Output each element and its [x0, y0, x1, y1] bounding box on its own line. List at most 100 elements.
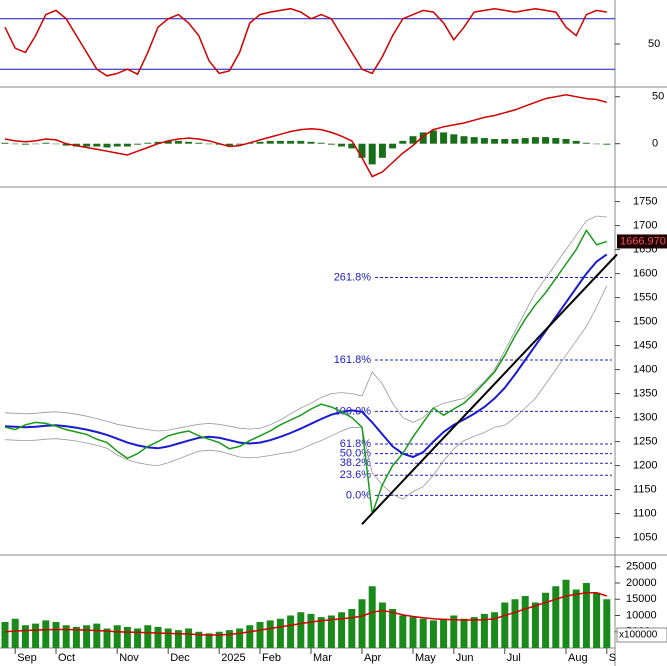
- volume-bar: [511, 599, 519, 648]
- series-line: [4, 228, 608, 514]
- volume-bar: [83, 625, 91, 648]
- x-tick-label: Dec: [170, 652, 190, 664]
- histogram-bar: [470, 137, 478, 144]
- volume-bar: [480, 613, 488, 648]
- volume-bar: [42, 620, 50, 648]
- x-tick-label: Mar: [313, 652, 332, 664]
- fib-label: 23.6%: [340, 469, 371, 481]
- y-tick-label: 1450: [633, 340, 657, 352]
- histogram-bar: [491, 139, 499, 144]
- series-line: [4, 592, 608, 636]
- histogram-bar: [562, 139, 570, 144]
- volume-bar: [409, 617, 417, 648]
- volume-bar: [287, 615, 295, 648]
- fib-label: 0.0%: [346, 489, 371, 501]
- histogram-bar: [93, 143, 101, 147]
- histogram-bar: [123, 143, 131, 147]
- x-tick-label: May: [415, 652, 436, 664]
- histogram-bar: [185, 141, 193, 144]
- volume-bar: [174, 630, 182, 648]
- y-tick-label: 25000: [626, 561, 657, 573]
- volume-bar: [460, 618, 468, 648]
- x-tick-label: Oct: [58, 652, 75, 664]
- histogram-bar: [307, 141, 315, 144]
- histogram-bar: [276, 140, 284, 144]
- histogram-bar: [572, 140, 580, 144]
- volume-bar: [225, 630, 233, 648]
- histogram-bar: [103, 143, 111, 148]
- histogram-bar: [195, 142, 203, 144]
- y-tick-label: 20000: [626, 577, 657, 589]
- histogram-bar: [338, 143, 346, 147]
- histogram-bar: [399, 140, 407, 144]
- histogram-bar: [144, 142, 152, 144]
- volume-bar: [593, 592, 601, 648]
- histogram-bar: [52, 143, 60, 145]
- volume-bar: [11, 618, 19, 648]
- volume-bar: [236, 628, 244, 648]
- volume-bar: [21, 625, 29, 648]
- histogram-bar: [113, 143, 121, 147]
- volume-bar: [154, 626, 162, 648]
- unit-label: x100000: [619, 630, 658, 641]
- volume-bar: [429, 620, 437, 648]
- fib-label: 38.2%: [340, 457, 371, 469]
- histogram-bar: [582, 142, 590, 144]
- volume-bar: [501, 602, 509, 648]
- histogram-bar: [154, 141, 162, 144]
- histogram-bar: [450, 134, 458, 144]
- volume-bar: [164, 628, 172, 648]
- histogram-bar: [174, 140, 182, 144]
- histogram-bar: [317, 142, 325, 144]
- histogram-bar: [480, 138, 488, 144]
- volume-bar: [358, 599, 366, 648]
- volume-bar: [327, 615, 335, 648]
- volume-bar: [246, 625, 254, 648]
- x-tick-label: S: [609, 652, 616, 664]
- volume-bar: [317, 617, 325, 648]
- volume-bar: [72, 626, 80, 648]
- histogram-bar: [389, 143, 397, 149]
- volume-bar: [62, 625, 70, 648]
- series-line: [4, 7, 607, 77]
- volume-bar: [123, 626, 131, 648]
- y-tick-label: 1250: [633, 436, 657, 448]
- volume-bar: [93, 623, 101, 648]
- y-tick-label: 1550: [633, 292, 657, 304]
- histogram-bar: [287, 140, 295, 144]
- histogram-bar: [419, 132, 427, 144]
- y-tick-label: 50: [652, 91, 664, 103]
- histogram-bar: [542, 137, 550, 144]
- volume-bar: [185, 628, 193, 648]
- y-tick-label: 1700: [633, 220, 657, 232]
- volume-bar: [307, 613, 315, 648]
- y-tick-label: 15000: [626, 593, 657, 605]
- x-tick-label: Aug: [568, 652, 588, 664]
- y-tick-label: 1600: [633, 268, 657, 280]
- histogram-bar: [225, 143, 233, 146]
- y-tick-label: 1400: [633, 364, 657, 376]
- histogram-bar: [42, 142, 50, 144]
- histogram-bar: [378, 143, 386, 158]
- y-tick-label: 1050: [633, 532, 657, 544]
- volume-bar: [1, 622, 9, 648]
- x-tick-label: 2025: [221, 652, 245, 664]
- fib-label: 161.8%: [334, 354, 372, 366]
- y-tick-label: 1200: [633, 460, 657, 472]
- volume-bar: [542, 592, 550, 648]
- volume-bar: [103, 628, 111, 648]
- volume-bar: [256, 622, 264, 648]
- volume-bar: [389, 609, 397, 648]
- x-tick-label: Sep: [17, 652, 37, 664]
- histogram-bar: [531, 137, 539, 144]
- series-line: [4, 215, 607, 432]
- histogram-bar: [511, 139, 519, 144]
- histogram-bar: [297, 140, 305, 144]
- x-tick-label: Jul: [507, 652, 521, 664]
- volume-bar: [134, 628, 142, 648]
- volume-bar: [195, 631, 203, 648]
- volume-bar: [552, 586, 560, 648]
- volume-bar: [491, 612, 499, 648]
- histogram-bar: [358, 143, 366, 158]
- histogram-bar: [1, 142, 9, 144]
